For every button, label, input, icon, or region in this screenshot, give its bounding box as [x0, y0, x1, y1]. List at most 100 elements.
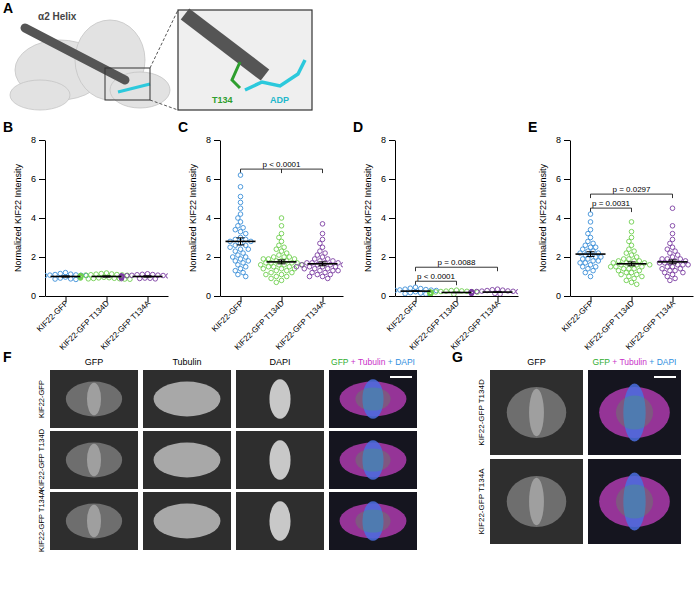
tick-mark	[39, 218, 45, 219]
tick: 0	[31, 291, 45, 301]
x-axis: KIF22-GFPKIF22-GFP T134DKIF22-GFP T134A	[560, 296, 693, 352]
tick-label: KIF22-GFP	[385, 299, 420, 334]
image-signal	[529, 478, 544, 526]
data-point	[274, 274, 279, 279]
x-axis: KIF22-GFPKIF22-GFP T134DKIF22-GFP T134A	[385, 296, 518, 352]
image-signal	[507, 476, 567, 527]
tick: 4	[206, 213, 220, 223]
data-point	[591, 268, 596, 273]
data-point	[336, 268, 341, 273]
data-point	[279, 216, 284, 221]
error-bar	[319, 262, 327, 266]
data-point	[277, 253, 282, 258]
column-header-part: + DAPI	[647, 357, 677, 367]
image-background	[490, 459, 583, 544]
error-bar-cap	[587, 256, 595, 257]
tick: 8	[31, 135, 45, 145]
data-point	[302, 266, 307, 271]
tick-label: 6	[381, 174, 386, 184]
mean-line	[133, 276, 163, 278]
error-bar	[628, 262, 636, 266]
data-point	[243, 231, 248, 236]
tick: KIF22-GFP T134A	[274, 296, 327, 352]
data-point	[228, 245, 233, 250]
tick-label: 0	[206, 291, 211, 301]
data-point	[53, 277, 58, 282]
data-point	[588, 220, 593, 225]
data-point	[320, 222, 325, 227]
tick: KIF22-GFP T134A	[624, 296, 677, 352]
image-signal	[66, 443, 122, 478]
panel-label: D	[353, 119, 363, 135]
p-value-label: p = 0.0031	[592, 199, 631, 208]
image-signal	[269, 501, 290, 540]
data-point	[408, 286, 413, 291]
data-point	[145, 271, 150, 276]
error-bar-cap	[669, 263, 677, 264]
data-point	[629, 220, 634, 225]
image-background	[236, 431, 324, 489]
tick-label: KIF22-GFP T134A	[99, 298, 152, 351]
micrograph	[236, 431, 324, 489]
tick-label: 2	[31, 252, 36, 262]
image-signal	[87, 505, 101, 537]
tick: 8	[381, 135, 395, 145]
column-header: GFP + Tubulin + DAPI	[593, 357, 677, 367]
plot-area	[45, 270, 168, 281]
tick-label: KIF22-GFP	[35, 299, 70, 334]
tick: KIF22-GFP	[385, 296, 420, 334]
error-bar-cap	[628, 261, 636, 262]
tick: KIF22-GFP	[560, 296, 595, 334]
tick: KIF22-GFP	[35, 296, 70, 334]
panel-label: F	[3, 349, 12, 365]
data-point	[290, 270, 295, 275]
column-header-part: + Tubulin	[610, 357, 647, 367]
image-signal	[355, 387, 390, 410]
marks	[45, 270, 168, 281]
chart-panel: BNormalized KIF22 Intensity02468KIF22-GF…	[3, 119, 169, 352]
annotation: ADP	[270, 95, 289, 105]
x-axis: KIF22-GFPKIF22-GFP T134DKIF22-GFP T134A	[35, 296, 168, 352]
p-value-label: p = 0.0297	[612, 185, 651, 194]
micrograph	[50, 492, 138, 550]
data-point	[238, 229, 243, 234]
chart-panel: ENormalized KIF22 Intensity02468KIF22-GF…	[528, 119, 694, 352]
data-point	[246, 259, 251, 264]
micrograph	[490, 370, 583, 455]
data-point	[673, 276, 678, 281]
y-axis: 02468	[206, 135, 221, 301]
column-header: GFP	[85, 357, 104, 367]
annotation: α2 Helix	[38, 11, 77, 22]
tick-label: 0	[381, 291, 386, 301]
tick-mark	[39, 179, 45, 180]
micrograph	[329, 431, 417, 489]
image-background	[588, 459, 681, 544]
error-bar-cap	[237, 237, 245, 238]
chart-panel: DNormalized KIF22 Intensity02468KIF22-GF…	[353, 119, 519, 352]
tick-label: 2	[556, 252, 561, 262]
data-point	[668, 278, 673, 283]
data-point	[647, 263, 652, 268]
data-point	[413, 285, 418, 290]
significance-bracket	[591, 194, 673, 198]
column-header: DAPI	[269, 357, 290, 367]
data-point	[238, 200, 243, 205]
micrograph	[236, 370, 324, 428]
error-bar-cap	[103, 275, 111, 276]
data-point	[58, 271, 63, 276]
tick-label: 6	[31, 174, 36, 184]
y-axis: 02468	[556, 135, 571, 301]
error-bar-cap	[144, 275, 152, 276]
column-header: GFP + Tubulin + DAPI	[331, 357, 415, 367]
error-bar-cap	[587, 251, 595, 252]
image-background	[143, 370, 231, 428]
data-point	[475, 290, 480, 295]
data-point	[233, 227, 238, 232]
micrograph	[588, 370, 681, 455]
data-point	[284, 268, 289, 273]
data-point	[307, 264, 312, 269]
data-point	[681, 270, 686, 275]
image-signal	[616, 396, 653, 430]
significance-bracket	[416, 281, 457, 285]
data-point	[83, 273, 88, 278]
